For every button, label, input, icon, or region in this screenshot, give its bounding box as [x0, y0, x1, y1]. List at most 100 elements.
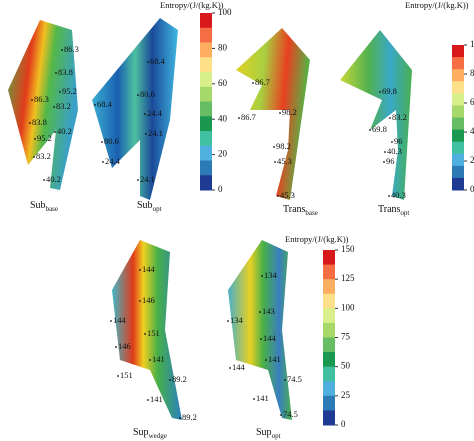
- probe-point: [145, 133, 147, 135]
- probe-point: [101, 141, 103, 143]
- colorbar-title: Entropy/(J/(kg.K)): [405, 0, 469, 10]
- probe-value: 86.3: [34, 94, 49, 104]
- colorbar-band: [200, 27, 212, 43]
- probe-point: [252, 82, 254, 84]
- probe-value: 69.8: [382, 86, 397, 96]
- probe-value: 146: [118, 341, 131, 351]
- colorbar-band: [200, 42, 212, 58]
- probe-point: [137, 94, 139, 96]
- probe-point: [139, 269, 141, 271]
- probe-point: [253, 398, 255, 400]
- colorbar-tick-label: 0: [341, 419, 346, 429]
- probe-point: [379, 91, 381, 93]
- colorbar-tick-label: 100: [218, 7, 232, 17]
- colorbar-tick-label: 0: [470, 184, 474, 194]
- colorbar-tick-label: 20: [218, 149, 228, 159]
- probe-point: [273, 146, 275, 148]
- probe-value: 83.8: [58, 67, 73, 77]
- probe-value: 80.6: [140, 89, 155, 99]
- caption-subscript: wedge: [149, 432, 167, 440]
- colorbar-tick-label: 0: [218, 184, 223, 194]
- probe-value: 74.5: [283, 409, 298, 419]
- probe-point: [147, 399, 149, 401]
- probe-value: 86.7: [255, 77, 270, 87]
- probe-point: [110, 320, 112, 322]
- probe-point: [169, 379, 171, 381]
- colorbar-tick-label: 80: [470, 68, 474, 78]
- probe-point: [389, 117, 391, 119]
- probe-value: 89.2: [172, 374, 187, 384]
- probe-value: 151: [147, 328, 160, 338]
- probe-point: [229, 367, 231, 369]
- probe-value: 134: [230, 315, 244, 325]
- colorbar-band: [452, 93, 464, 106]
- probe-value: 144: [232, 362, 246, 372]
- colorbar-band: [323, 264, 335, 280]
- probe-value: 86.3: [64, 44, 79, 54]
- probe-point: [94, 104, 96, 106]
- probe-point: [102, 161, 104, 163]
- colorbar-band: [323, 293, 335, 309]
- caption-subscript: opt: [153, 205, 162, 213]
- caption-label: Sub: [137, 200, 153, 211]
- probe-value: 69.8: [372, 124, 387, 134]
- probe-point: [43, 179, 45, 181]
- probe-value: 95.2: [37, 133, 52, 143]
- probe-point: [383, 161, 385, 163]
- colorbar-tick-label: 60: [218, 78, 228, 88]
- probe-point: [31, 99, 33, 101]
- probe-value: 95.2: [62, 86, 77, 96]
- colorbar-tick-label: 25: [341, 390, 351, 400]
- probe-point: [238, 117, 240, 119]
- colorbar-band: [452, 129, 464, 143]
- probe-point: [384, 151, 386, 153]
- probe-value: 68.4: [150, 56, 166, 66]
- colorbar-band: [452, 105, 464, 118]
- colorbar-tick-label: 40: [470, 126, 474, 136]
- probe-point: [388, 195, 390, 197]
- colorbar-band: [323, 250, 335, 266]
- probe-value: 141: [256, 393, 269, 403]
- probe-value: 141: [150, 394, 163, 404]
- probe-value: 134: [264, 270, 278, 280]
- colorbar-band: [200, 131, 212, 147]
- caption-subscript: opt: [272, 432, 281, 440]
- colorbar-tick-label: 40: [218, 113, 228, 123]
- probe-value: 89.2: [182, 412, 197, 422]
- probe-point: [137, 179, 139, 181]
- panel-caption: Subbase: [30, 200, 58, 212]
- probe-point: [55, 72, 57, 74]
- probe-value: 24.1: [148, 128, 163, 138]
- probe-point: [53, 106, 55, 108]
- colorbar-band: [200, 57, 212, 73]
- probe-value: 96: [394, 136, 403, 146]
- probe-value: 24.1: [140, 174, 155, 184]
- probe-point: [139, 300, 141, 302]
- caption-label: Trans: [283, 204, 306, 215]
- probe-point: [280, 414, 282, 416]
- colorbar-tick-label: 150: [341, 244, 355, 254]
- probe-point: [179, 417, 181, 419]
- probe-point: [61, 49, 63, 51]
- probe-point: [274, 161, 276, 163]
- colorbar-band: [200, 145, 212, 161]
- colorbar-band: [323, 308, 335, 324]
- caption-subscript: base: [305, 209, 317, 217]
- probe-point: [29, 122, 31, 124]
- probe-point: [59, 91, 61, 93]
- colorbar-band: [200, 160, 212, 176]
- colorbar-band: [452, 57, 464, 70]
- probe-value: 151: [120, 370, 133, 380]
- probe-point: [260, 338, 262, 340]
- probe-value: 74.5: [287, 374, 302, 384]
- colorbar-tick-label: 125: [341, 273, 355, 283]
- probe-point: [391, 141, 393, 143]
- colorbar-band: [452, 69, 464, 82]
- probe-point: [144, 113, 146, 115]
- colorbar-tick-label: 20: [470, 155, 474, 165]
- probe-value: 24.4: [105, 156, 121, 166]
- probe-value: 143: [262, 306, 275, 316]
- probe-value: 96: [386, 156, 395, 166]
- colorbar-tick-label: 60: [470, 97, 474, 107]
- probe-value: 141: [268, 354, 281, 364]
